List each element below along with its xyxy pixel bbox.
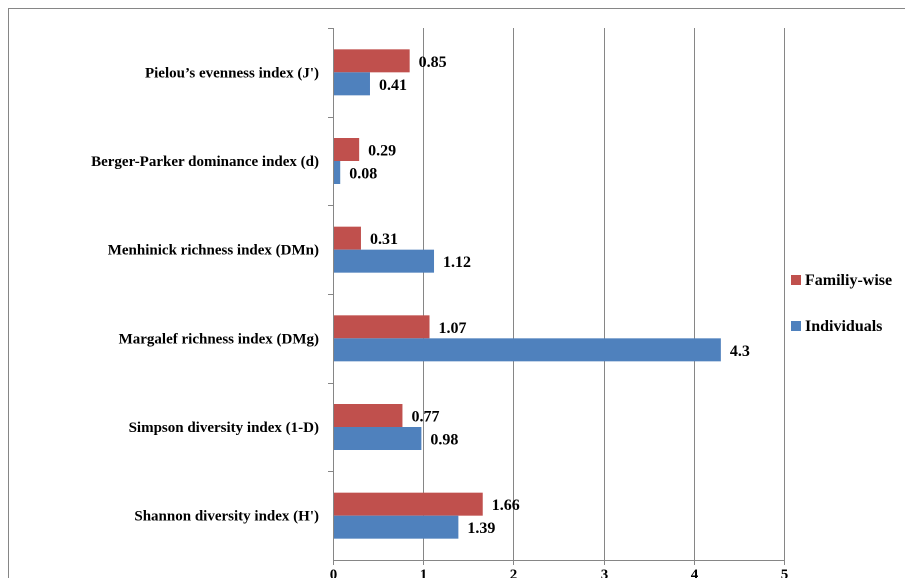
x-tick-label: 4 [691, 567, 699, 578]
data-label-familiy-wise: 1.66 [492, 497, 520, 514]
x-tick-label: 1 [420, 567, 428, 578]
data-label-familiy-wise: 0.31 [370, 231, 398, 248]
bar-familiy-wise [334, 404, 402, 427]
category-label: Margalef richness index (DMg) [119, 331, 319, 347]
category-label: Berger-Parker dominance index (d) [91, 154, 319, 170]
bar-familiy-wise [334, 49, 410, 72]
bar-individuals [334, 516, 458, 539]
chart-border [9, 9, 905, 579]
bar-individuals [334, 250, 434, 273]
legend-label: Individuals [805, 318, 882, 335]
category-label: Pielou’s evenness index (J') [145, 65, 319, 81]
data-label-individuals: 4.3 [730, 343, 750, 360]
data-label-familiy-wise: 1.07 [439, 320, 467, 337]
legend-swatch [791, 275, 801, 285]
data-label-individuals: 0.08 [349, 166, 377, 183]
bar-familiy-wise [334, 227, 361, 250]
data-label-familiy-wise: 0.85 [419, 54, 447, 71]
data-label-individuals: 0.98 [430, 432, 458, 449]
data-label-individuals: 1.39 [467, 520, 495, 537]
bar-familiy-wise [334, 138, 359, 161]
bar-individuals [334, 72, 370, 95]
bar-individuals [334, 427, 421, 450]
x-tick-label: 3 [601, 567, 609, 578]
category-label: Shannon diversity index (H') [134, 509, 319, 525]
bar-individuals [334, 161, 340, 184]
data-label-individuals: 1.12 [443, 254, 471, 271]
data-label-familiy-wise: 0.29 [368, 143, 396, 160]
bar-individuals [334, 338, 721, 361]
x-tick-label: 5 [781, 567, 789, 578]
category-label: Simpson diversity index (1-D) [129, 420, 319, 436]
x-tick-label: 2 [510, 567, 518, 578]
data-label-individuals: 0.41 [379, 77, 407, 94]
category-label: Menhinick richness index (DMn) [108, 243, 319, 259]
legend-swatch [791, 321, 801, 331]
bar-familiy-wise [334, 493, 483, 516]
data-label-familiy-wise: 0.77 [411, 409, 439, 426]
x-tick-label: 0 [330, 567, 338, 578]
bar-familiy-wise [334, 315, 430, 338]
legend-label: Familiy-wise [805, 272, 892, 289]
